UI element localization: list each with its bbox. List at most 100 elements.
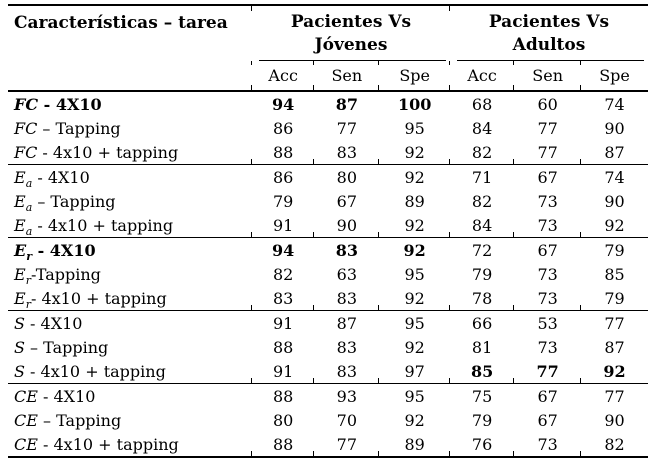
table-row: CE - 4X10 88 93 95 75 67 77	[8, 384, 648, 409]
task-text: - 4X10	[37, 386, 96, 406]
value-cell: 79	[604, 240, 625, 260]
value-cell: 88	[250, 140, 315, 165]
feature-symbol: FC	[14, 142, 38, 162]
value-cell: 93	[336, 386, 357, 406]
task-text: - 4x10 + tapping	[37, 434, 179, 454]
value-cell: 95	[404, 118, 425, 138]
column-header-spe-adultos: Spe	[580, 61, 648, 92]
group-underline-rule	[259, 60, 446, 61]
table-row: FC - 4x10 + tapping 88 83 92 82 77 87	[8, 140, 648, 165]
group-header-line1: Pacientes Vs	[290, 12, 412, 32]
value-cell: 85	[604, 264, 625, 284]
value-cell: 67	[537, 167, 558, 187]
value-cell: 79	[471, 264, 493, 284]
table-row: S - 4X10 91 87 95 66 53 77	[8, 311, 648, 336]
feature-task-label: FC - 4x10 + tapping	[8, 140, 252, 165]
value-cell: 74	[604, 167, 625, 187]
value-cell: 83	[335, 240, 358, 260]
value-cell: 73	[537, 337, 558, 357]
value-cell: 67	[336, 191, 357, 211]
feature-symbol: E	[14, 215, 26, 235]
feature-symbol: S	[14, 313, 25, 333]
feature-task-label: S – Tapping	[8, 335, 252, 359]
table-row: FC - 4X10 94 87 100 68 60 74	[8, 91, 648, 116]
value-cell: 91	[250, 359, 315, 384]
header-subcolumn-row: Acc Sen Spe Acc Sen Spe	[8, 61, 648, 92]
table-row: Er-Tapping 82 63 95 79 73 85	[8, 262, 648, 286]
group-header-line1: Pacientes Vs	[488, 12, 610, 32]
value-cell: 91	[272, 313, 294, 333]
value-cell: 83	[313, 286, 380, 311]
table-row: Er- 4x10 + tapping 83 83 92 78 73 79	[8, 286, 648, 311]
value-cell: 72	[471, 240, 493, 260]
feature-task-label: S - 4x10 + tapping	[8, 359, 252, 384]
task-text: – Tapping	[24, 337, 109, 357]
value-cell: 71	[471, 167, 493, 187]
value-cell: 77	[313, 432, 380, 458]
value-cell: 77	[513, 140, 582, 165]
feature-task-label: Ea – Tapping	[8, 189, 252, 213]
feature-symbol: E	[14, 167, 26, 187]
value-cell: 90	[604, 410, 625, 430]
feature-task-label: CE – Tapping	[8, 408, 252, 432]
value-cell: 82	[272, 264, 294, 284]
column-header-acc-jovenes: Acc	[250, 61, 315, 92]
value-cell: 92	[403, 240, 426, 260]
task-text: - 4X10	[32, 240, 96, 260]
value-cell: 73	[513, 286, 582, 311]
task-text: - 4X10	[38, 94, 102, 114]
value-cell: 83	[313, 140, 380, 165]
value-cell: 75	[471, 386, 493, 406]
group-underline-rule	[456, 60, 644, 61]
value-cell: 88	[250, 432, 315, 458]
task-text: – Tapping	[37, 118, 121, 138]
value-cell: 83	[250, 286, 315, 311]
value-cell: 92	[580, 359, 648, 384]
feature-symbol: E	[14, 191, 26, 211]
value-cell: 88	[272, 386, 294, 406]
feature-task-label: Er-Tapping	[8, 262, 252, 286]
column-header-sen-adultos: Sen	[513, 61, 582, 92]
feature-symbol: S	[14, 361, 25, 381]
value-cell: 77	[513, 359, 582, 384]
value-cell: 87	[335, 94, 358, 114]
value-cell: 87	[580, 140, 648, 165]
header-group-row: Características – tarea Pacientes Vs Jóv…	[8, 5, 648, 92]
value-cell: 92	[404, 167, 425, 187]
value-cell: 79	[471, 410, 493, 430]
column-header-acc-adultos: Acc	[448, 61, 515, 92]
column-group-pacientes-vs-jovenes: Pacientes Vs Jóvenes	[251, 5, 450, 61]
value-cell: 80	[272, 410, 294, 430]
table-row: FC – Tapping 86 77 95 84 77 90	[8, 116, 648, 140]
feature-symbol: E	[14, 240, 27, 260]
group-header-line2: Adultos	[512, 35, 586, 55]
value-cell: 78	[448, 286, 515, 311]
table-row: Ea - 4x10 + tapping 91 90 92 84 73 92	[8, 213, 648, 238]
feature-symbol: CE	[14, 410, 38, 430]
value-cell: 76	[448, 432, 515, 458]
value-cell: 89	[404, 191, 425, 211]
value-cell: 60	[537, 94, 558, 114]
table-row: Er - 4X10 94 83 92 72 67 79	[8, 238, 648, 263]
feature-symbol: FC	[14, 118, 38, 138]
value-cell: 85	[448, 359, 515, 384]
value-cell: 79	[580, 286, 648, 311]
feature-symbol: S	[14, 337, 25, 357]
feature-subscript: a	[25, 224, 33, 238]
value-cell: 90	[604, 191, 625, 211]
value-cell: 92	[404, 337, 425, 357]
value-cell: 84	[471, 118, 493, 138]
table-row: S – Tapping 88 83 92 81 73 87	[8, 335, 648, 359]
value-cell: 92	[378, 286, 450, 311]
value-cell: 82	[580, 432, 648, 458]
value-cell: 89	[378, 432, 450, 458]
value-cell: 86	[272, 167, 294, 187]
feature-task-label: Ea - 4x10 + tapping	[8, 213, 252, 238]
value-cell: 66	[471, 313, 493, 333]
column-header-caracteristicas-tarea: Características – tarea	[8, 5, 252, 92]
value-cell: 77	[604, 313, 625, 333]
feature-symbol: CE	[14, 434, 38, 454]
value-cell: 84	[448, 213, 515, 238]
value-cell: 88	[272, 337, 294, 357]
task-text: - 4X10	[32, 167, 90, 187]
